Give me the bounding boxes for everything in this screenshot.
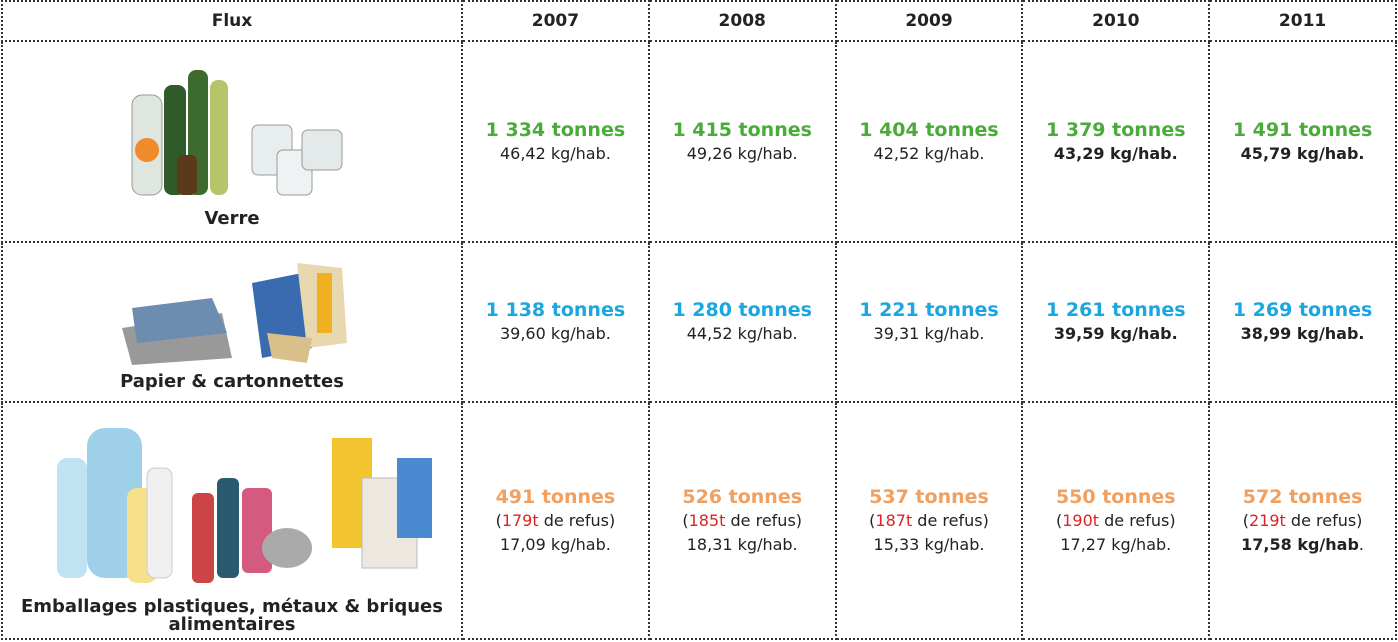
ratio-line: 17,09 kg/hab. bbox=[463, 533, 648, 557]
refus-part: 187t bbox=[875, 511, 912, 530]
ratio-line: 17,27 kg/hab. bbox=[1023, 533, 1208, 557]
value-cell: 1 261 tonnes 39,59 kg/hab. bbox=[1022, 242, 1209, 402]
value-cell: 1 334 tonnes 46,42 kg/hab. bbox=[462, 41, 649, 242]
tonnage: 491 tonnes bbox=[463, 485, 648, 509]
flux-label: Emballages plastiques, métaux & briques … bbox=[3, 598, 461, 634]
ratio-suffix: . bbox=[1359, 535, 1364, 554]
refus: (219t de refus) bbox=[1210, 509, 1395, 533]
ratio-line: 46,42 kg/hab. bbox=[463, 142, 648, 166]
refus-part: 179t bbox=[502, 511, 539, 530]
ratio-line: 17,58 kg/hab. bbox=[1210, 533, 1395, 557]
row: Papier & cartonnettes 1 138 tonnes 39,60 … bbox=[2, 242, 1396, 402]
tonnage: 537 tonnes bbox=[837, 485, 1022, 509]
flux-label: Verre bbox=[3, 210, 461, 228]
refus-part: de refus) bbox=[1286, 511, 1363, 530]
page: Flux 2007 2008 2009 2010 2011 Verre 1 33… bbox=[0, 0, 1398, 642]
row: Emballages plastiques, métaux & briques … bbox=[2, 402, 1396, 639]
value-cell: 572 tonnes(219t de refus)17,58 kg/hab. bbox=[1209, 402, 1396, 639]
tonnage: 1 221 tonnes bbox=[837, 298, 1022, 322]
value-cell: 1 379 tonnes 43,29 kg/hab. bbox=[1022, 41, 1209, 242]
packaging-image bbox=[17, 408, 447, 593]
tonnage: 550 tonnes bbox=[1023, 485, 1208, 509]
ratio-line: 39,60 kg/hab. bbox=[463, 322, 648, 346]
glass-image bbox=[102, 55, 362, 205]
ratio: 46,42 kg/hab. bbox=[500, 144, 611, 163]
ratio-line: 44,52 kg/hab. bbox=[650, 322, 835, 346]
value-cell: 1 138 tonnes 39,60 kg/hab. bbox=[462, 242, 649, 402]
header-cell: Flux bbox=[2, 1, 462, 41]
value-cell: 1 221 tonnes 39,31 kg/hab. bbox=[836, 242, 1023, 402]
refus: (185t de refus) bbox=[650, 509, 835, 533]
tonnage: 1 491 tonnes bbox=[1210, 118, 1395, 142]
ratio-line: 42,52 kg/hab. bbox=[837, 142, 1022, 166]
ratio: 17,58 kg/hab bbox=[1241, 535, 1359, 554]
value-cell: 1 415 tonnes 49,26 kg/hab. bbox=[649, 41, 836, 242]
ratio: 17,27 kg/hab. bbox=[1060, 535, 1171, 554]
tonnage: 1 280 tonnes bbox=[650, 298, 835, 322]
ratio: 44,52 kg/hab. bbox=[687, 324, 798, 343]
tonnage: 1 138 tonnes bbox=[463, 298, 648, 322]
value-cell: 1 280 tonnes 44,52 kg/hab. bbox=[649, 242, 836, 402]
ratio-line: 18,31 kg/hab. bbox=[650, 533, 835, 557]
tonnage: 1 261 tonnes bbox=[1023, 298, 1208, 322]
value-cell: 491 tonnes(179t de refus) 17,09 kg/hab. bbox=[462, 402, 649, 639]
ratio: 43,29 kg/hab. bbox=[1054, 144, 1178, 163]
value-cell: 526 tonnes(185t de refus) 18,31 kg/hab. bbox=[649, 402, 836, 639]
header-row: Flux 2007 2008 2009 2010 2011 bbox=[2, 1, 1396, 41]
header-cell: 2007 bbox=[462, 1, 649, 41]
tonnage: 572 tonnes bbox=[1210, 485, 1395, 509]
ratio-line: 49,26 kg/hab. bbox=[650, 142, 835, 166]
ratio: 45,79 kg/hab. bbox=[1241, 144, 1365, 163]
flux-label: Papier & cartonnettes bbox=[3, 373, 461, 391]
value-cell: 1 491 tonnes 45,79 kg/hab. bbox=[1209, 41, 1396, 242]
refus: (179t de refus) bbox=[463, 509, 648, 533]
ratio-line: 39,59 kg/hab. bbox=[1023, 322, 1208, 346]
header-cell: 2010 bbox=[1022, 1, 1209, 41]
tonnage: 1 404 tonnes bbox=[837, 118, 1022, 142]
header-cell: 2009 bbox=[836, 1, 1023, 41]
refus-part: de refus) bbox=[725, 511, 802, 530]
tonnage: 1 334 tonnes bbox=[463, 118, 648, 142]
flux-cell: Emballages plastiques, métaux & briques … bbox=[2, 402, 462, 639]
ratio-line: 15,33 kg/hab. bbox=[837, 533, 1022, 557]
ratio: 39,60 kg/hab. bbox=[500, 324, 611, 343]
tonnage: 1 415 tonnes bbox=[650, 118, 835, 142]
tonnage: 1 379 tonnes bbox=[1023, 118, 1208, 142]
refus: (190t de refus) bbox=[1023, 509, 1208, 533]
refus-part: de refus) bbox=[912, 511, 989, 530]
tonnage: 1 269 tonnes bbox=[1210, 298, 1395, 322]
ratio-line: 43,29 kg/hab. bbox=[1023, 142, 1208, 166]
value-cell: 1 269 tonnes 38,99 kg/hab. bbox=[1209, 242, 1396, 402]
ratio: 39,31 kg/hab. bbox=[874, 324, 985, 343]
refus: (187t de refus) bbox=[837, 509, 1022, 533]
row: Verre 1 334 tonnes 46,42 kg/hab. 1 415 ton… bbox=[2, 41, 1396, 242]
ratio-line: 38,99 kg/hab. bbox=[1210, 322, 1395, 346]
refus-part: 190t bbox=[1062, 511, 1099, 530]
paper-image bbox=[102, 253, 362, 368]
ratio: 38,99 kg/hab. bbox=[1241, 324, 1365, 343]
ratio: 17,09 kg/hab. bbox=[500, 535, 611, 554]
ratio-line: 45,79 kg/hab. bbox=[1210, 142, 1395, 166]
ratio: 42,52 kg/hab. bbox=[874, 144, 985, 163]
value-cell: 537 tonnes(187t de refus) 15,33 kg/hab. bbox=[836, 402, 1023, 639]
value-cell: 550 tonnes(190t de refus) 17,27 kg/hab. bbox=[1022, 402, 1209, 639]
value-cell: 1 404 tonnes 42,52 kg/hab. bbox=[836, 41, 1023, 242]
ratio-line: 39,31 kg/hab. bbox=[837, 322, 1022, 346]
flux-table: Flux 2007 2008 2009 2010 2011 Verre 1 33… bbox=[1, 0, 1397, 640]
flux-cell: Papier & cartonnettes bbox=[2, 242, 462, 402]
refus-part: de refus) bbox=[539, 511, 616, 530]
refus-part: 219t bbox=[1249, 511, 1286, 530]
ratio: 18,31 kg/hab. bbox=[687, 535, 798, 554]
tonnage: 526 tonnes bbox=[650, 485, 835, 509]
header-cell: 2008 bbox=[649, 1, 836, 41]
refus-part: 185t bbox=[689, 511, 726, 530]
header-cell: 2011 bbox=[1209, 1, 1396, 41]
flux-cell: Verre bbox=[2, 41, 462, 242]
ratio: 39,59 kg/hab. bbox=[1054, 324, 1178, 343]
refus-part: de refus) bbox=[1099, 511, 1176, 530]
ratio: 15,33 kg/hab. bbox=[874, 535, 985, 554]
ratio: 49,26 kg/hab. bbox=[687, 144, 798, 163]
